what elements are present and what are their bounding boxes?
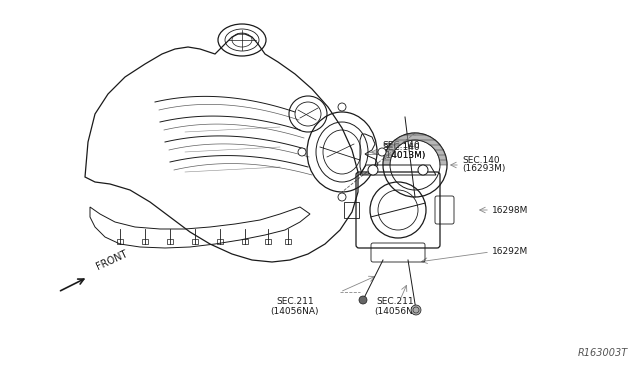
Text: R163003T: R163003T xyxy=(578,348,628,358)
Text: (14056N): (14056N) xyxy=(374,307,416,316)
Text: SEC.140: SEC.140 xyxy=(382,141,420,150)
Circle shape xyxy=(411,305,421,315)
Text: (14013M): (14013M) xyxy=(382,151,426,160)
Text: SEC.140: SEC.140 xyxy=(462,155,500,164)
Text: (16293M): (16293M) xyxy=(462,164,506,173)
Text: SEC.140: SEC.140 xyxy=(382,142,420,151)
Circle shape xyxy=(359,296,367,304)
Text: (14056NA): (14056NA) xyxy=(271,307,319,316)
Text: SEC.211: SEC.211 xyxy=(276,297,314,306)
Circle shape xyxy=(338,193,346,201)
Circle shape xyxy=(338,103,346,111)
Circle shape xyxy=(418,165,428,175)
Polygon shape xyxy=(383,133,447,165)
Circle shape xyxy=(368,165,378,175)
Text: (14013M): (14013M) xyxy=(382,151,426,160)
Text: 16292M: 16292M xyxy=(492,247,528,257)
Text: FRONT: FRONT xyxy=(95,249,129,272)
Text: 16298M: 16298M xyxy=(492,205,529,215)
Circle shape xyxy=(298,148,306,156)
Circle shape xyxy=(378,148,386,156)
Text: SEC.211: SEC.211 xyxy=(376,297,414,306)
